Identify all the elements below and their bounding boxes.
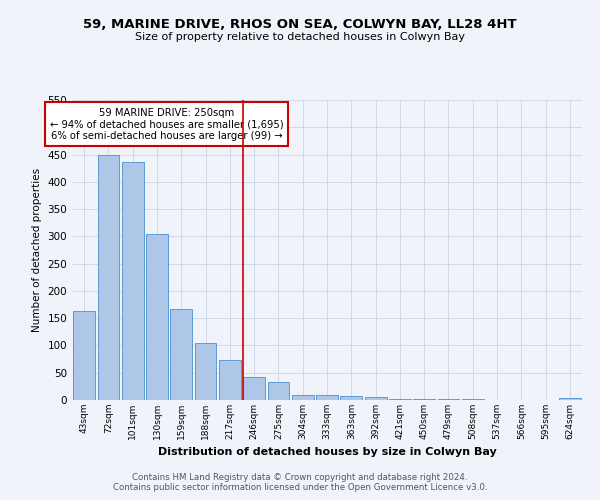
Bar: [365, 398, 386, 400]
Bar: [170, 310, 192, 400]
Bar: [243, 376, 265, 400]
Y-axis label: Number of detached properties: Number of detached properties: [32, 168, 42, 332]
Bar: [292, 394, 314, 400]
Bar: [194, 342, 217, 400]
Bar: [219, 360, 241, 400]
Text: 59 MARINE DRIVE: 250sqm
← 94% of detached houses are smaller (1,695)
6% of semi-: 59 MARINE DRIVE: 250sqm ← 94% of detache…: [50, 108, 283, 140]
Bar: [268, 382, 289, 400]
Bar: [389, 399, 411, 400]
Bar: [73, 311, 95, 400]
X-axis label: Distribution of detached houses by size in Colwyn Bay: Distribution of detached houses by size …: [158, 448, 496, 458]
Bar: [146, 234, 168, 400]
Bar: [340, 396, 362, 400]
Bar: [122, 162, 143, 400]
Text: Size of property relative to detached houses in Colwyn Bay: Size of property relative to detached ho…: [135, 32, 465, 42]
Text: 59, MARINE DRIVE, RHOS ON SEA, COLWYN BAY, LL28 4HT: 59, MARINE DRIVE, RHOS ON SEA, COLWYN BA…: [83, 18, 517, 30]
Bar: [559, 398, 581, 400]
Bar: [97, 154, 119, 400]
Bar: [316, 394, 338, 400]
Text: Contains HM Land Registry data © Crown copyright and database right 2024.
Contai: Contains HM Land Registry data © Crown c…: [113, 473, 487, 492]
